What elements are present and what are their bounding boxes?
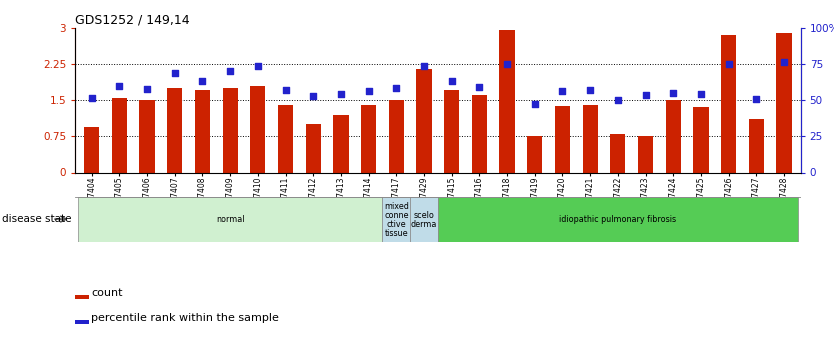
Point xyxy=(168,71,182,76)
Point xyxy=(85,95,98,100)
Bar xyxy=(472,95,487,172)
Bar xyxy=(334,115,349,172)
Point xyxy=(362,89,375,94)
Bar xyxy=(139,100,154,172)
Text: percentile rank within the sample: percentile rank within the sample xyxy=(91,313,279,323)
Bar xyxy=(555,106,570,172)
Bar xyxy=(195,90,210,172)
Bar xyxy=(749,119,764,172)
Point xyxy=(307,93,320,99)
Bar xyxy=(250,86,265,172)
Point xyxy=(694,91,707,97)
Point xyxy=(473,84,486,89)
Bar xyxy=(84,127,99,172)
Point xyxy=(140,86,153,92)
Point xyxy=(500,61,514,67)
Text: disease state: disease state xyxy=(2,214,71,224)
Bar xyxy=(721,35,736,172)
Bar xyxy=(444,90,460,172)
Bar xyxy=(112,98,127,172)
Bar xyxy=(776,33,791,172)
Point xyxy=(113,83,126,88)
Text: idiopathic pulmonary fibrosis: idiopathic pulmonary fibrosis xyxy=(560,216,676,225)
Bar xyxy=(500,30,515,172)
Bar xyxy=(75,319,88,324)
Bar xyxy=(167,88,183,172)
Text: normal: normal xyxy=(216,216,244,225)
Point xyxy=(639,92,652,98)
Point xyxy=(611,97,625,103)
Bar xyxy=(610,134,626,172)
Bar xyxy=(416,69,432,172)
Point xyxy=(196,78,209,83)
Bar xyxy=(693,107,709,172)
Bar xyxy=(527,136,542,172)
Point xyxy=(555,89,569,94)
Bar xyxy=(78,197,383,241)
Bar xyxy=(583,105,598,172)
Bar xyxy=(438,197,798,241)
Point xyxy=(722,61,736,67)
Text: mixed
conne
ctive
tissue: mixed conne ctive tissue xyxy=(384,202,409,238)
Bar xyxy=(383,197,410,241)
Point xyxy=(445,78,459,83)
Text: GDS1252 / 149,14: GDS1252 / 149,14 xyxy=(75,13,189,27)
Point xyxy=(777,60,791,65)
Bar xyxy=(223,88,238,172)
Point xyxy=(750,96,763,102)
Bar xyxy=(305,124,321,172)
Bar xyxy=(361,105,376,172)
Point xyxy=(279,88,292,93)
Bar xyxy=(75,295,88,299)
Bar xyxy=(278,105,293,172)
Text: count: count xyxy=(91,288,123,298)
Point xyxy=(389,85,403,91)
Text: scelo
derma: scelo derma xyxy=(411,211,437,229)
Point xyxy=(666,90,680,96)
Point xyxy=(334,91,348,97)
Point xyxy=(251,63,264,69)
Point xyxy=(417,63,430,69)
Point xyxy=(584,88,597,93)
Bar xyxy=(666,100,681,172)
Point xyxy=(528,101,541,107)
Bar xyxy=(389,100,404,172)
Bar xyxy=(638,136,653,172)
Point xyxy=(224,68,237,74)
Bar xyxy=(410,197,438,241)
